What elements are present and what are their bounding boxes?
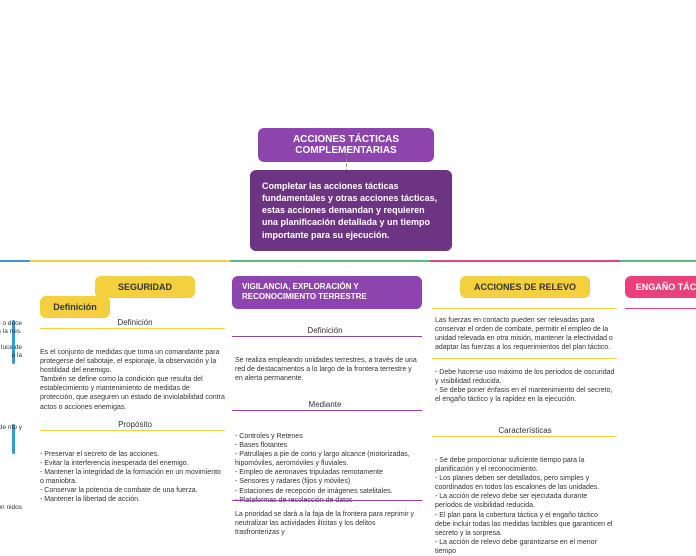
left-frag-0: tres o duce de s la nes.: [0, 320, 22, 337]
col2-sec0-heading: Definición: [260, 326, 390, 335]
col2-sec0-text: Se realiza empleando unidades terrestres…: [235, 356, 420, 383]
col3-intro: Las fuerzas en contacto pueden ser relev…: [435, 316, 615, 352]
col4-title: ENGAÑO TÁCTI: [625, 276, 696, 298]
col1-sec1-hr: [40, 430, 225, 431]
col2-sec2-hr: [232, 500, 422, 501]
left-frag-2: y al de nto y: [0, 424, 22, 432]
left-frag-3: ón nidos: [0, 504, 22, 512]
col2-sec2-text: La prioridad se dará a la faja de la fro…: [235, 510, 420, 537]
root-description: Completar las acciones tácticas fundamen…: [250, 170, 452, 251]
col3-sec0-hr: [432, 436, 617, 437]
left-frag-1: hasta luce de a la: [0, 344, 22, 361]
col3-note: - Debe hacerse uso máximo de los período…: [435, 368, 615, 404]
col1-sec1-heading: Propósito: [60, 420, 210, 429]
bar-col-4: [620, 260, 696, 262]
col2-sec1-text: - Controles y Retenes - Bases flotantes …: [235, 432, 420, 505]
bar-col-1: [30, 260, 230, 262]
bar-col-0: [0, 260, 30, 262]
col3-title: ACCIONES DE RELEVO: [460, 276, 590, 298]
col1-sec0-heading: Definición: [60, 318, 210, 327]
bar-col-3: [430, 260, 620, 262]
connector-dash: [346, 148, 347, 172]
col1-title: SEGURIDAD: [95, 276, 195, 298]
col3-hr1: [432, 358, 617, 359]
col3-hr0: [432, 308, 617, 309]
col2-title: VIGILANCIA, EXPLORACIÓN Y RECONOCIMIENTO…: [232, 276, 422, 309]
col1-sec0-text: Es el conjunto de medidas que toma un co…: [40, 348, 225, 412]
col3-sec0-text: - Se debe proporcionar suficiente tiempo…: [435, 456, 615, 556]
col2-sec0-hr: [232, 336, 422, 337]
col1-sec0-hr: [40, 328, 225, 329]
col4-hr: [625, 308, 696, 309]
col1-sec1-text: - Preservar el secreto de las acciones. …: [40, 450, 225, 505]
col2-sec1-heading: Mediante: [260, 400, 390, 409]
col1-sublabel: Definición: [40, 296, 110, 318]
col2-sec1-hr: [232, 410, 422, 411]
bar-col-2: [230, 260, 430, 262]
col3-sec0-heading: Características: [460, 426, 590, 435]
